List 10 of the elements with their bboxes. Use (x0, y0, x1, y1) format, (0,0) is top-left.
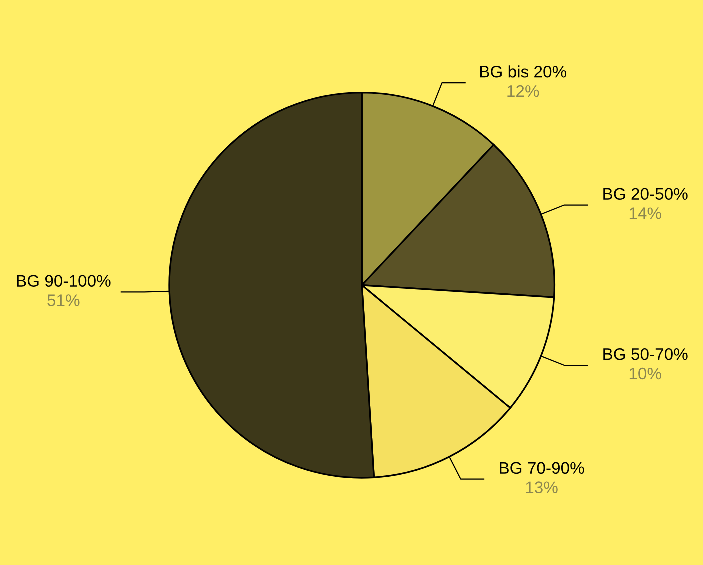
data-label: 14% (630, 208, 662, 220)
slice-label: BG 90-100% (17, 275, 111, 288)
slice-label: BG bis 20% (480, 66, 567, 78)
slice-label: BG 20-50% (604, 188, 688, 200)
data-label: 51% (48, 294, 80, 306)
data-label: 12% (508, 85, 540, 98)
slice-label: BG 50-70% (604, 348, 688, 360)
data-label: 10% (630, 368, 662, 380)
data-label: 13% (526, 482, 558, 494)
slice-label: BG 70-90% (500, 462, 584, 474)
